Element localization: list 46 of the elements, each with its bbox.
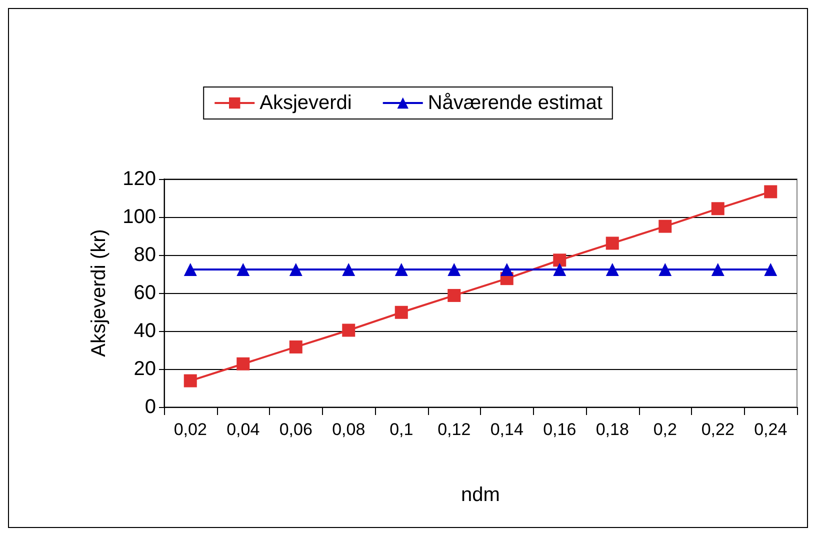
point bbox=[448, 262, 461, 276]
x-tick-label: 0,14 bbox=[490, 420, 524, 439]
point bbox=[764, 262, 778, 276]
point bbox=[184, 374, 197, 388]
point bbox=[394, 262, 408, 276]
point bbox=[606, 262, 619, 276]
point bbox=[711, 262, 724, 276]
point bbox=[184, 262, 197, 276]
x-tick-label: 0,12 bbox=[438, 420, 471, 439]
y-tick-label: 80 bbox=[134, 244, 156, 266]
point bbox=[606, 236, 619, 250]
x-tick-label: 0,1 bbox=[390, 420, 414, 439]
y-tick-label: 40 bbox=[134, 320, 156, 342]
y-tick-label: 0 bbox=[144, 396, 156, 418]
point bbox=[289, 262, 302, 276]
point bbox=[289, 340, 302, 354]
x-axis-title: ndm bbox=[461, 484, 500, 506]
legend-label: Aksjeverdi bbox=[260, 92, 352, 114]
y-tick-label: 120 bbox=[122, 168, 156, 190]
x-tick-label: 0,06 bbox=[279, 420, 312, 439]
point bbox=[658, 262, 672, 276]
point bbox=[658, 220, 672, 233]
x-tick-label: 0,04 bbox=[226, 420, 260, 439]
legend-label: Nåværende estimat bbox=[428, 92, 603, 114]
x-tick-label: 0,24 bbox=[754, 420, 788, 439]
point bbox=[553, 262, 566, 276]
point bbox=[236, 262, 250, 276]
x-tick-label: 0,2 bbox=[653, 420, 677, 439]
point bbox=[500, 262, 514, 276]
point bbox=[342, 262, 356, 276]
y-tick-label: 20 bbox=[134, 358, 156, 380]
point bbox=[236, 357, 250, 370]
point bbox=[448, 288, 461, 302]
point bbox=[342, 324, 356, 337]
y-tick-label: 100 bbox=[122, 206, 156, 228]
point bbox=[394, 306, 408, 319]
y-tick-label: 60 bbox=[134, 282, 156, 304]
x-tick-label: 0,08 bbox=[332, 420, 366, 439]
y-axis-title: Aksjeverdi (kr) bbox=[88, 229, 110, 357]
x-tick-label: 0,16 bbox=[543, 420, 576, 439]
x-tick-label: 0,02 bbox=[174, 420, 207, 439]
x-tick-label: 0,18 bbox=[596, 420, 629, 439]
point bbox=[764, 185, 778, 198]
x-tick-label: 0,22 bbox=[701, 420, 734, 439]
point bbox=[711, 202, 724, 216]
point bbox=[553, 254, 566, 267]
